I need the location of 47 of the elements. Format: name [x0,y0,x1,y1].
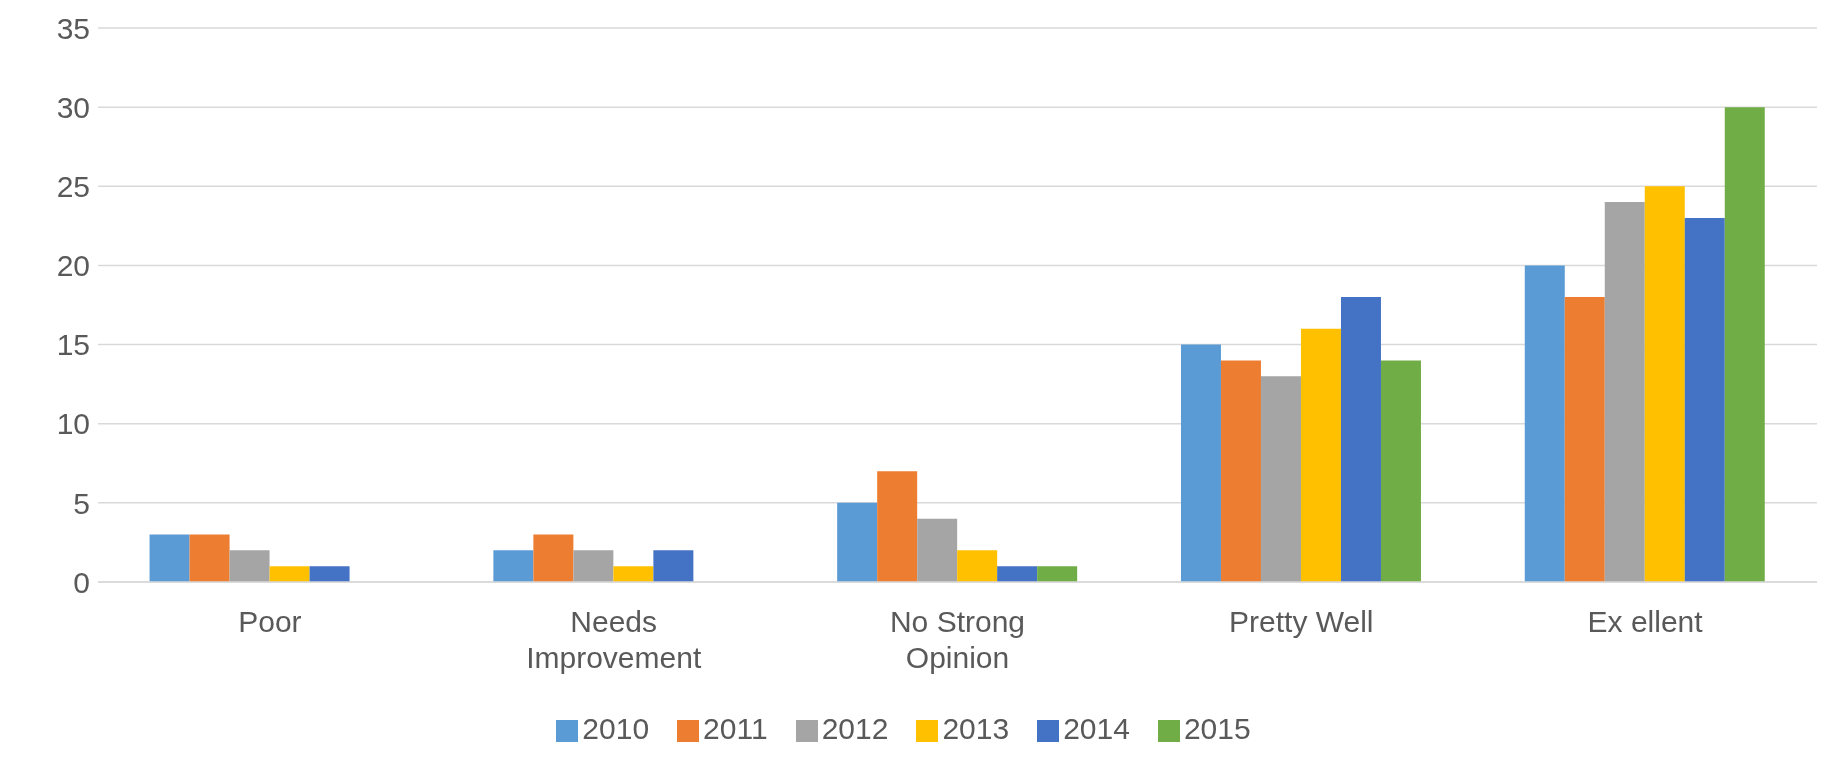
bar [533,534,574,582]
legend-label: 2010 [582,712,650,745]
bar [229,550,270,582]
bar [917,518,958,582]
bar [149,534,190,582]
bar [1524,265,1565,582]
legend-label: 2014 [1063,712,1130,745]
x-tick-label: Poor [238,605,302,638]
x-tick-label: Ex ellent [1587,605,1704,638]
bar [653,550,694,582]
y-tick-label: 0 [73,565,90,599]
bar [1300,328,1341,582]
bar [493,550,534,582]
bar [309,566,350,582]
bar [1724,107,1765,582]
bar [1340,297,1381,582]
y-tick-label: 25 [56,169,90,203]
bar [1644,186,1685,582]
bar [269,566,310,582]
bar [1564,297,1605,582]
x-tick-label: Needs Improvement [526,605,702,674]
bar [957,550,998,582]
bar [1604,202,1645,582]
y-tick-label: 15 [56,328,90,362]
bar [1037,566,1078,582]
y-tick-label: 30 [56,90,90,124]
y-tick-label: 10 [56,407,90,441]
x-tick-label: No Strong Opinion [889,605,1026,674]
bar [837,502,878,582]
bar [613,566,654,582]
y-tick-label: 5 [73,486,90,520]
bar [573,550,614,582]
y-tick-label: 20 [56,249,90,283]
y-tick-label: 35 [56,11,90,45]
bar [1220,360,1261,582]
legend-label: 2013 [942,712,1010,745]
bar [1380,360,1421,582]
x-tick-label: Pretty Well [1229,605,1374,638]
bar [877,471,918,582]
legend-label: 2011 [703,712,768,745]
legend-label: 2012 [821,712,889,745]
bar [1180,344,1221,582]
bar [1684,217,1725,582]
legend-label: 2015 [1183,712,1251,745]
bar [189,534,230,582]
bar [1260,376,1301,582]
bar [997,566,1038,582]
